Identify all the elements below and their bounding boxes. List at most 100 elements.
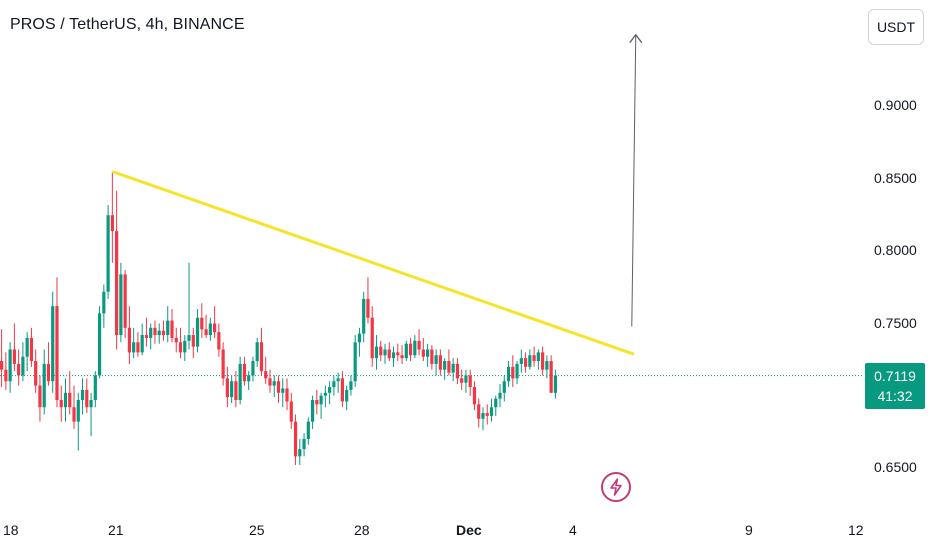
candle-body <box>302 439 306 450</box>
candle-body <box>89 400 93 408</box>
arrow-shaft <box>631 34 637 327</box>
candle-body <box>68 392 72 408</box>
arrow-annotation[interactable] <box>629 33 643 327</box>
candle-body <box>379 346 383 356</box>
candle-body <box>72 407 76 422</box>
candle-body <box>494 398 498 408</box>
candle-body <box>136 342 140 353</box>
candle-body <box>153 327 157 336</box>
arrow-head <box>629 33 643 44</box>
candle-body <box>161 330 166 336</box>
candle-body <box>221 349 225 379</box>
candle-body <box>93 375 97 401</box>
candle-body <box>366 298 370 318</box>
candle-body <box>370 317 374 359</box>
candle-body <box>285 388 289 402</box>
candle-body <box>268 378 272 386</box>
flash-icon-button[interactable] <box>601 472 631 502</box>
candle-body <box>532 355 536 362</box>
y-axis[interactable]: 0.9000 0.8500 0.8000 0.7500 0.6500 <box>874 97 917 475</box>
candles-group <box>0 171 557 465</box>
candle-body <box>8 349 12 382</box>
candle-body <box>276 381 281 393</box>
candle-body <box>340 378 344 402</box>
candle-body <box>191 335 195 347</box>
candle-body <box>506 366 511 382</box>
candle-body <box>127 327 131 353</box>
candle-body <box>545 361 549 370</box>
candle-body <box>123 274 127 328</box>
candle-body <box>51 306 55 382</box>
candle-body <box>408 343 413 356</box>
x-tick-label: 28 <box>354 522 370 538</box>
y-tick-label: 0.9000 <box>874 97 917 113</box>
candle-body <box>387 349 391 359</box>
candle-body <box>289 401 293 422</box>
candle-body <box>38 385 42 408</box>
candle-body <box>119 274 123 336</box>
x-axis[interactable]: 18 21 25 28 Dec 4 9 12 <box>3 522 864 538</box>
candle-body <box>144 335 149 338</box>
candle-body <box>511 366 515 379</box>
candle-body <box>110 215 114 232</box>
candle-body <box>396 352 400 356</box>
candle-body <box>549 361 553 393</box>
candle-body <box>174 337 178 343</box>
candle-body <box>438 355 442 370</box>
candle-body <box>374 346 379 359</box>
candle-body <box>183 340 187 353</box>
candle-body <box>489 407 494 416</box>
candle-body <box>357 333 362 343</box>
candle-body <box>468 375 472 388</box>
candle-body <box>97 313 102 376</box>
candle-body <box>200 317 204 330</box>
candle-body <box>332 381 336 388</box>
candle-body <box>140 335 144 353</box>
candle-body <box>195 317 200 347</box>
candle-body <box>319 395 323 405</box>
y-tick-label: 0.8500 <box>874 170 917 186</box>
candle-body <box>264 371 268 379</box>
candle-body <box>76 400 80 422</box>
candle-body <box>472 387 477 405</box>
candle-body <box>149 327 153 338</box>
candle-body <box>63 392 68 408</box>
candle-body <box>106 215 110 292</box>
candle-body <box>230 381 234 398</box>
x-tick-label: 4 <box>569 522 577 538</box>
candle-body <box>336 378 340 382</box>
candle-body <box>298 449 302 457</box>
candle-body <box>178 342 183 353</box>
candle-body <box>213 323 217 333</box>
y-tick-label: 0.6500 <box>874 459 917 475</box>
candle-body <box>238 363 242 401</box>
candle-body <box>434 355 438 364</box>
candle-body <box>251 361 255 376</box>
candle-body <box>132 342 136 353</box>
candle-body <box>391 352 396 359</box>
candle-body <box>417 340 421 350</box>
candle-body <box>255 342 259 362</box>
candle-body <box>502 381 506 393</box>
candle-body <box>34 361 38 386</box>
candle-body <box>208 323 212 336</box>
candle-body <box>12 349 16 364</box>
candle-body <box>281 388 285 393</box>
candle-body <box>310 400 315 422</box>
candle-body <box>523 358 528 367</box>
candle-body <box>21 356 25 376</box>
candle-body <box>306 421 310 440</box>
candle-body <box>170 320 174 338</box>
candle-body <box>29 337 34 362</box>
candle-body <box>323 392 327 396</box>
candle-body <box>536 352 540 362</box>
currency-button[interactable]: USDT <box>868 9 924 45</box>
candle-body <box>157 330 161 336</box>
candle-body <box>187 335 191 341</box>
chart-title: PROS / TetherUS, 4h, BINANCE <box>10 16 245 33</box>
candle-body <box>42 363 46 408</box>
trendline[interactable] <box>111 170 635 356</box>
candle-body <box>46 363 51 382</box>
candle-body <box>315 400 319 405</box>
